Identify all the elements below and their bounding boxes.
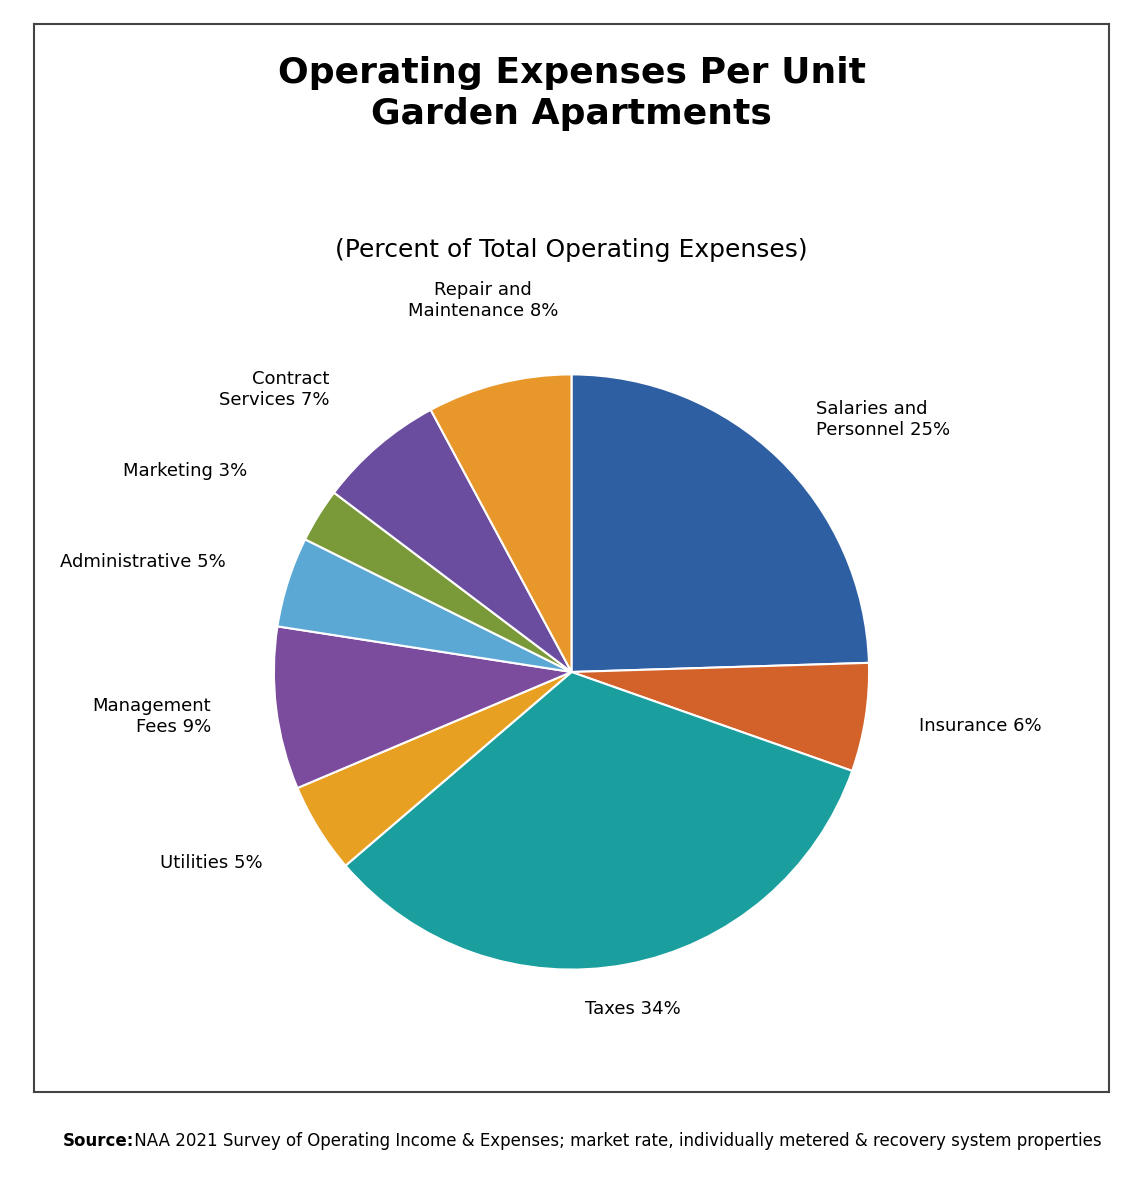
Text: Contract
Services 7%: Contract Services 7% [219,370,329,409]
Text: (Percent of Total Operating Expenses): (Percent of Total Operating Expenses) [335,238,808,262]
Wedge shape [345,672,853,970]
Text: Administrative 5%: Administrative 5% [59,553,225,571]
Text: Marketing 3%: Marketing 3% [123,462,248,480]
Wedge shape [305,493,572,672]
Text: Taxes 34%: Taxes 34% [585,1000,680,1018]
Text: Source:: Source: [63,1132,134,1150]
Text: Insurance 6%: Insurance 6% [919,716,1041,734]
Wedge shape [334,410,572,672]
Wedge shape [278,539,572,672]
Text: Repair and
Maintenance 8%: Repair and Maintenance 8% [408,281,558,320]
Text: Management
Fees 9%: Management Fees 9% [93,697,211,736]
Text: Salaries and
Personnel 25%: Salaries and Personnel 25% [816,401,950,439]
Text: NAA 2021 Survey of Operating Income & Expenses; market rate, individually metere: NAA 2021 Survey of Operating Income & Ex… [129,1132,1102,1150]
Wedge shape [297,672,572,865]
Wedge shape [274,626,572,788]
Text: Operating Expenses Per Unit
Garden Apartments: Operating Expenses Per Unit Garden Apart… [278,56,865,131]
Wedge shape [431,374,572,672]
Text: Utilities 5%: Utilities 5% [160,854,263,872]
Wedge shape [572,662,869,770]
Wedge shape [572,374,869,672]
